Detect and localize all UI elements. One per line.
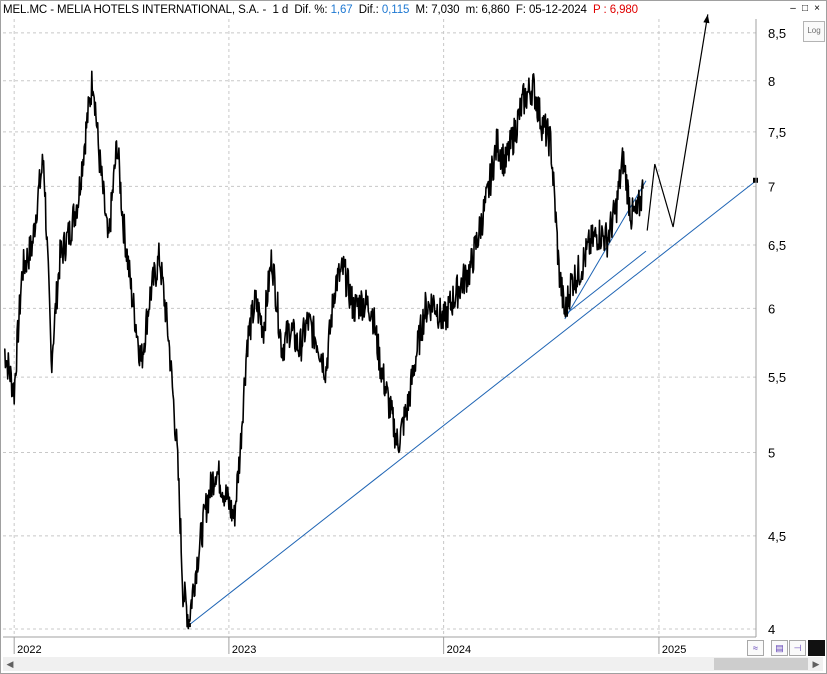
y-tick-label: 4,5 <box>768 529 786 544</box>
date-label: F: <box>515 4 526 16</box>
y-tick-label: 8,5 <box>768 26 786 41</box>
window-controls: – □ × <box>788 4 822 14</box>
save-icon[interactable]: ▤ <box>771 640 788 656</box>
y-tick-label: 6,5 <box>768 238 786 253</box>
projection-arrowhead <box>703 14 710 24</box>
projection-layer <box>646 14 710 231</box>
trendline <box>564 250 647 316</box>
dif-value: 0,115 <box>381 4 410 16</box>
projection-path <box>646 14 709 231</box>
price-series-line <box>4 70 644 630</box>
color-square-icon[interactable] <box>808 640 825 656</box>
close-icon[interactable]: × <box>814 3 820 14</box>
scroll-thumb[interactable] <box>714 658 808 670</box>
trendline <box>188 180 757 626</box>
y-tick-label: 7 <box>768 179 775 194</box>
y-tick-label: 8 <box>768 74 775 89</box>
y-tick-label: 7,5 <box>768 125 786 140</box>
y-axis: 4 4,5 5 5,5 6 6,5 7 7,5 8 8,5 <box>755 19 786 637</box>
scroll-left-icon[interactable]: ◀ <box>6 659 14 669</box>
ticker-title: MEL.MC - MELIA HOTELS INTERNATIONAL, S.A… <box>3 4 267 16</box>
pin-icon[interactable]: ⊣ <box>789 640 806 656</box>
x-tick-label: 2024 <box>447 644 471 656</box>
max-value: 7,030 <box>431 4 460 16</box>
scroll-right-icon[interactable]: ▶ <box>812 659 820 669</box>
x-tick-label: 2022 <box>17 644 41 656</box>
log-scale-button[interactable]: Log <box>803 21 825 42</box>
period-label: 1 d <box>272 4 289 16</box>
x-tick-label: 2023 <box>232 644 256 656</box>
min-label: m: <box>465 4 479 16</box>
maximize-icon[interactable]: □ <box>801 3 809 14</box>
dif-pct-value: 1,67 <box>330 4 353 16</box>
indicator-icon[interactable]: ≈ <box>747 640 764 656</box>
date-value: 05-12-2024 <box>528 4 587 16</box>
dif-pct-label: Dif. %: <box>294 4 328 16</box>
chart-header: MEL.MC - MELIA HOTELS INTERNATIONAL, S.A… <box>3 2 638 19</box>
y-tick-label: 5 <box>768 446 775 461</box>
price-layer <box>4 70 644 630</box>
grid-layer <box>3 19 756 637</box>
minimize-icon[interactable]: – <box>790 3 796 14</box>
x-tick-label: 2025 <box>662 644 686 656</box>
y-tick-label: 4 <box>768 622 775 637</box>
horizontal-scrollbar[interactable]: ◀ ▶ <box>3 657 823 671</box>
y-tick-label: 5,5 <box>768 370 786 385</box>
y-tick-label: 6 <box>768 301 775 316</box>
x-axis: 2022 2023 2024 2025 <box>3 636 756 656</box>
price-value: 6,980 <box>609 4 638 16</box>
max-label: M: <box>415 4 429 16</box>
min-value: 6,860 <box>481 4 510 16</box>
price-label: P : <box>593 4 607 16</box>
dif-label: Dif.: <box>358 4 379 16</box>
